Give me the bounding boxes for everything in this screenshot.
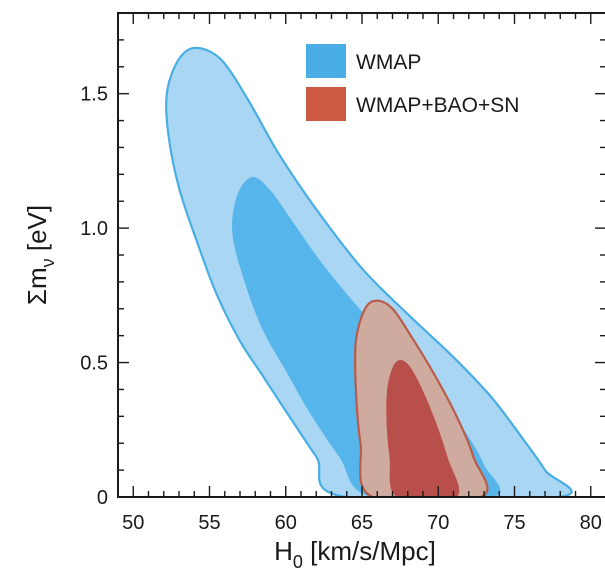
x-tick-label: 75 — [503, 512, 525, 534]
y-axis-title: Σmν [eV] — [22, 205, 58, 305]
x-tick-label: 80 — [580, 512, 602, 534]
x-tick-label: 70 — [427, 512, 449, 534]
y-tick-label: 1.0 — [80, 218, 108, 240]
wmap-bao-sn-inner-contour — [386, 360, 460, 497]
y-tick-label: 1.5 — [80, 84, 108, 106]
x-tick-label: 60 — [275, 512, 297, 534]
legend: WMAP WMAP+BAO+SN — [306, 44, 519, 121]
legend-label-wmap-bao-sn: WMAP+BAO+SN — [356, 94, 519, 117]
x-tick-label: 50 — [122, 512, 144, 534]
y-tick-label: 0.5 — [80, 353, 108, 375]
axis-ticks — [117, 12, 605, 498]
contour-regions — [164, 46, 573, 497]
legend-label-wmap: WMAP — [356, 51, 421, 74]
legend-swatch-wmap-bao-sn — [306, 87, 346, 121]
wmap-outer-contour — [164, 46, 573, 497]
x-tick-label: 55 — [198, 512, 220, 534]
x-tick-label: 65 — [351, 512, 373, 534]
tick-labels: 50 55 60 65 70 75 80 0 0.5 1.0 1.5 — [80, 84, 602, 534]
y-tick-label: 0 — [97, 487, 108, 509]
legend-swatch-wmap — [306, 44, 346, 78]
x-axis-title: H0 [km/s/Mpc] — [274, 536, 436, 572]
